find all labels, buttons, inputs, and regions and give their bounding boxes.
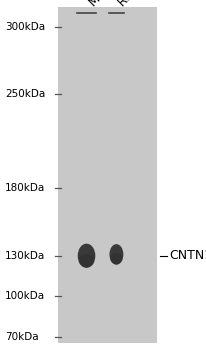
Ellipse shape: [78, 244, 95, 268]
Text: 130kDa: 130kDa: [5, 251, 45, 261]
Ellipse shape: [79, 254, 94, 267]
Text: Rat brain: Rat brain: [116, 0, 164, 9]
Text: 250kDa: 250kDa: [5, 89, 45, 99]
Text: 300kDa: 300kDa: [5, 22, 45, 32]
Text: CNTN1: CNTN1: [169, 249, 206, 262]
Text: 100kDa: 100kDa: [5, 291, 45, 301]
FancyBboxPatch shape: [58, 7, 157, 343]
Text: 70kDa: 70kDa: [5, 331, 39, 342]
Text: Mouse brain: Mouse brain: [87, 0, 147, 9]
Ellipse shape: [109, 244, 123, 265]
Ellipse shape: [110, 253, 123, 264]
Text: 180kDa: 180kDa: [5, 183, 45, 194]
